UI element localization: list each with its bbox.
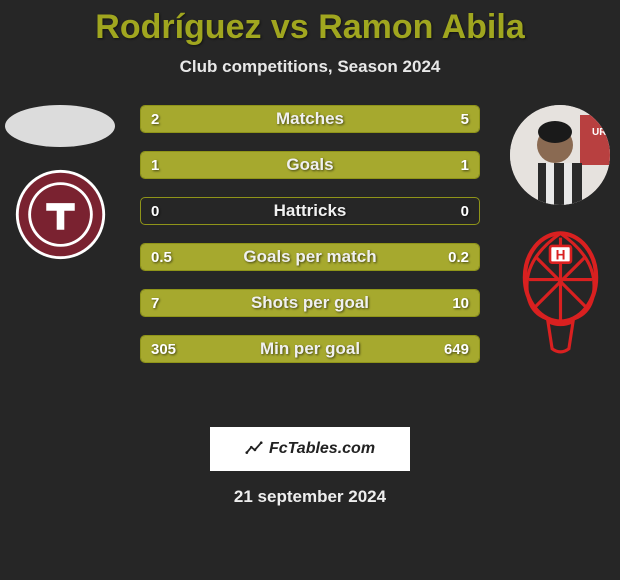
stat-value-right: 649: [444, 336, 469, 362]
bar-fill-left: [141, 152, 310, 178]
bar-fill-left: [141, 290, 280, 316]
bar-fill-left: [141, 244, 381, 270]
stat-value-right: 1: [461, 152, 469, 178]
brand-text: FcTables.com: [269, 440, 375, 458]
left-player-column: [0, 105, 120, 262]
player-right-photo: URA: [510, 105, 610, 205]
stat-row: 305649Min per goal: [140, 335, 480, 363]
stat-row: 25Matches: [140, 105, 480, 133]
stat-value-right: 10: [452, 290, 469, 316]
svg-text:URA: URA: [592, 127, 610, 138]
stat-value-left: 305: [151, 336, 176, 362]
stat-bars: 25Matches11Goals00Hattricks0.50.2Goals p…: [140, 105, 480, 363]
right-player-column: URA H: [500, 105, 620, 355]
stat-label: Hattricks: [141, 198, 479, 224]
brand-badge: FcTables.com: [210, 427, 410, 471]
stat-row: 0.50.2Goals per match: [140, 243, 480, 271]
bar-fill-right: [310, 152, 479, 178]
stat-value-left: 2: [151, 106, 159, 132]
stat-row: 11Goals: [140, 151, 480, 179]
page-title: Rodríguez vs Ramon Abila: [0, 0, 620, 47]
stat-value-right: 0: [461, 198, 469, 224]
stat-row: 710Shots per goal: [140, 289, 480, 317]
bar-fill-right: [280, 290, 479, 316]
stat-row: 0 0Hattricks: [140, 197, 480, 225]
chart-icon: [245, 440, 263, 458]
stat-value-left: 0.5: [151, 244, 172, 270]
comparison-panel: URA H 25Matches11Goals00Hattricks: [0, 105, 620, 405]
stat-value-left: 0: [151, 198, 159, 224]
subtitle: Club competitions, Season 2024: [0, 57, 620, 77]
stat-value-right: 5: [461, 106, 469, 132]
stat-value-left: 7: [151, 290, 159, 316]
stat-value-right: 0.2: [448, 244, 469, 270]
stat-value-left: 1: [151, 152, 159, 178]
club-crest-lanus: [13, 167, 108, 262]
club-crest-huracan: H: [505, 225, 615, 355]
svg-text:H: H: [555, 248, 565, 263]
player-left-silhouette: [5, 105, 115, 147]
bar-fill-right: [236, 106, 479, 132]
date-text: 21 september 2024: [0, 487, 620, 507]
